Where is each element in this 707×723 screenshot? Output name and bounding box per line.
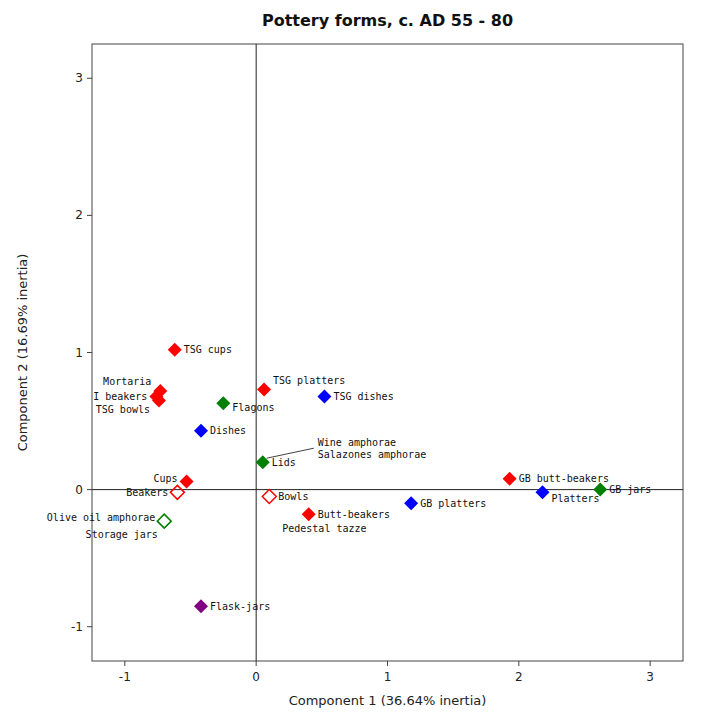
tick-mark bbox=[387, 661, 388, 666]
point-label: Pedestal tazze bbox=[282, 523, 366, 534]
point-label: TSG dishes bbox=[333, 391, 393, 402]
point-label: Dishes bbox=[210, 425, 246, 436]
tick-mark bbox=[256, 661, 257, 666]
point bbox=[152, 393, 166, 407]
point bbox=[180, 474, 194, 488]
chart-title: Pottery forms, c. AD 55 - 80 bbox=[262, 11, 513, 30]
x-axis-label: Component 1 (36.64% inertia) bbox=[289, 693, 487, 708]
y-axis-label: Component 2 (16.69% inertia) bbox=[15, 254, 30, 452]
tick-mark bbox=[650, 661, 651, 666]
annotation: Wine amphorae bbox=[318, 437, 396, 448]
point-label: Flask-jars bbox=[210, 601, 270, 612]
plot-area bbox=[92, 44, 683, 661]
tick-label: 2 bbox=[515, 670, 523, 684]
tick-label: 1 bbox=[75, 346, 83, 360]
plot-content bbox=[92, 44, 683, 661]
point-label: GB butt-beakers bbox=[519, 473, 609, 484]
point-label: Storage jars bbox=[86, 529, 158, 540]
tick-mark bbox=[87, 78, 92, 79]
point-label: GB jars bbox=[609, 484, 651, 495]
point bbox=[194, 599, 208, 613]
tick-mark bbox=[87, 215, 92, 216]
point bbox=[194, 424, 208, 438]
point-label: Mortaria bbox=[103, 376, 151, 387]
point-label: TSG bowls bbox=[96, 404, 150, 415]
point bbox=[216, 396, 230, 410]
point bbox=[262, 489, 276, 503]
tick-mark bbox=[87, 352, 92, 353]
point-label: Platters bbox=[551, 493, 599, 504]
point bbox=[503, 472, 517, 486]
point bbox=[157, 514, 171, 528]
point bbox=[256, 455, 270, 469]
chart: -1 0 1 2 3 -1 0 1 2 3 Pottery forms, c. AD 55 - 80… bbox=[0, 0, 707, 723]
plot-frame bbox=[92, 44, 683, 661]
tick-mark bbox=[87, 489, 92, 490]
point-label: Cups bbox=[153, 473, 177, 484]
tick-label: 0 bbox=[75, 483, 83, 497]
point bbox=[170, 485, 184, 499]
point bbox=[404, 496, 418, 510]
point-label: Beakers bbox=[126, 487, 168, 498]
tick-label: -1 bbox=[119, 670, 131, 684]
point-label: GB platters bbox=[420, 498, 486, 509]
point bbox=[257, 383, 271, 397]
tick-label: 0 bbox=[252, 670, 260, 684]
tick-mark bbox=[87, 626, 92, 627]
point-label: Olive oil amphorae bbox=[47, 512, 155, 523]
point-label: TSG cups bbox=[184, 344, 232, 355]
tick-mark bbox=[124, 661, 125, 666]
point bbox=[317, 389, 331, 403]
point bbox=[302, 507, 316, 521]
point-label: Lids bbox=[272, 457, 296, 468]
tick-mark bbox=[518, 661, 519, 666]
tick-label: 3 bbox=[646, 670, 654, 684]
point-label: Butt-beakers bbox=[318, 509, 390, 520]
point bbox=[168, 343, 182, 357]
point-label: TSG platters bbox=[273, 375, 345, 386]
point bbox=[535, 485, 549, 499]
tick-label: 2 bbox=[75, 208, 83, 222]
tick-label: -1 bbox=[71, 620, 83, 634]
annotation-connector bbox=[267, 448, 314, 458]
tick-label: 3 bbox=[75, 71, 83, 85]
annotation: Salazones amphorae bbox=[318, 449, 426, 460]
point-label: Flagons bbox=[232, 402, 274, 413]
zero-line bbox=[256, 44, 257, 661]
point-label: I beakers bbox=[93, 391, 147, 402]
point-labels: TSG cups TSG platters TSG dishes Mortaria I … bbox=[47, 344, 652, 611]
point-label: Bowls bbox=[278, 491, 308, 502]
tick-label: 1 bbox=[384, 670, 392, 684]
